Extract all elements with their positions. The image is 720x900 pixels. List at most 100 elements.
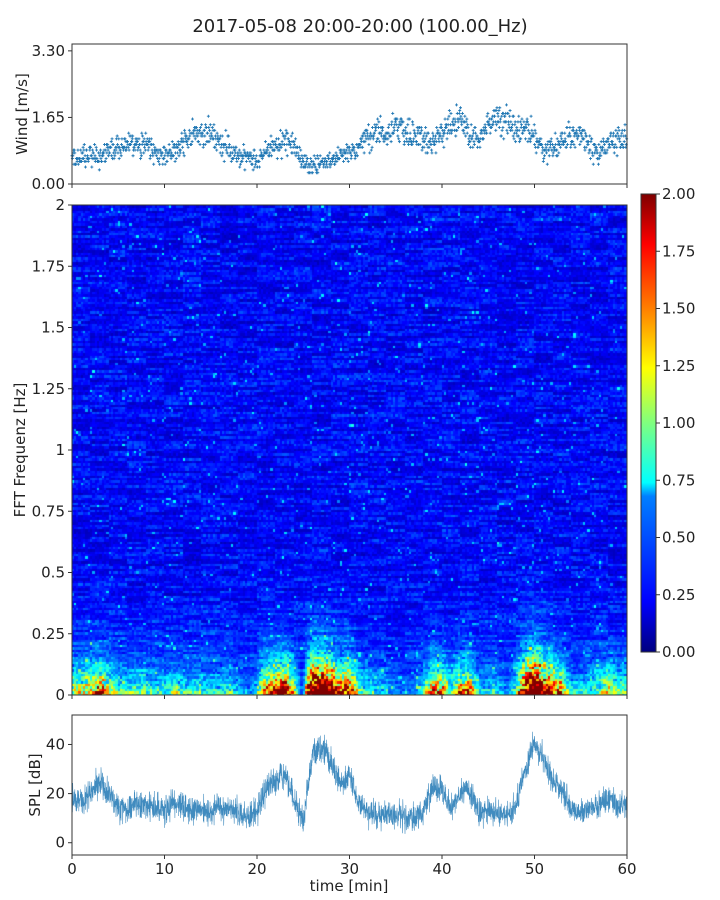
wind-point — [438, 131, 442, 135]
wind-point — [208, 128, 212, 132]
wind-point — [116, 142, 120, 146]
wind-point — [258, 165, 262, 169]
wind-point — [283, 137, 287, 141]
wind-point — [429, 142, 433, 146]
wind-point — [540, 142, 544, 146]
wind-point — [252, 148, 256, 152]
wind-point — [524, 123, 528, 127]
wind-point — [181, 151, 185, 155]
wind-point — [599, 154, 603, 158]
colorbar-tick-label: 1.75 — [662, 242, 695, 260]
wind-point — [508, 114, 512, 118]
wind-point — [208, 123, 212, 127]
wind-point — [591, 154, 595, 158]
spectrogram-ytick-label: 0 — [55, 686, 65, 704]
wind-point — [485, 131, 489, 135]
wind-point — [265, 145, 269, 149]
spl-xtick-label: 60 — [617, 860, 636, 878]
wind-point — [412, 137, 416, 141]
wind-point — [345, 142, 349, 146]
wind-point — [218, 137, 222, 141]
wind-point — [590, 137, 594, 141]
wind-point — [620, 131, 624, 135]
wind-point — [143, 145, 147, 149]
wind-point — [326, 154, 330, 158]
wind-point — [585, 134, 589, 138]
wind-point — [533, 142, 537, 146]
wind-point — [392, 131, 396, 135]
wind-point — [537, 140, 541, 144]
wind-point — [521, 131, 525, 135]
wind-point — [108, 151, 112, 155]
wind-point — [215, 148, 219, 152]
wind-point — [235, 159, 239, 163]
wind-point — [95, 157, 99, 161]
wind-point — [130, 140, 134, 144]
wind-point — [330, 159, 334, 163]
wind-point — [85, 154, 89, 158]
spectrogram-ytick-label: 0.25 — [32, 625, 65, 643]
wind-point — [377, 120, 381, 124]
wind-point — [445, 137, 449, 141]
wind-point — [545, 162, 549, 166]
wind-point — [451, 120, 455, 124]
wind-point — [502, 137, 506, 141]
wind-point — [185, 142, 189, 146]
wind-point — [352, 148, 356, 152]
wind-point — [449, 131, 453, 135]
wind-point — [403, 128, 407, 132]
wind-point — [183, 131, 187, 135]
wind-point — [269, 154, 273, 158]
wind-point — [457, 126, 461, 130]
wind-point — [427, 145, 431, 149]
wind-point — [269, 134, 273, 138]
wind-point — [544, 145, 548, 149]
wind-point — [154, 154, 158, 158]
wind-point — [472, 140, 476, 144]
wind-point — [177, 154, 181, 158]
wind-point — [494, 128, 498, 132]
wind-point — [335, 154, 339, 158]
wind-point — [395, 117, 399, 121]
wind-point — [467, 137, 471, 141]
wind-point — [283, 134, 287, 138]
wind-point — [148, 157, 152, 161]
wind-point — [588, 134, 592, 138]
wind-point — [565, 126, 569, 130]
wind-point — [390, 120, 394, 124]
wind-point — [441, 134, 445, 138]
wind-point — [473, 126, 477, 130]
wind-point — [117, 157, 121, 161]
wind-point — [397, 137, 401, 141]
wind-point — [413, 131, 417, 135]
wind-point — [424, 126, 428, 130]
wind-point — [605, 151, 609, 155]
wind-point — [465, 117, 469, 121]
wind-point — [252, 154, 256, 158]
wind-point — [577, 134, 581, 138]
wind-point — [246, 157, 250, 161]
wind-point — [578, 126, 582, 130]
wind-point — [349, 154, 353, 158]
wind-point — [440, 140, 444, 144]
wind-point — [170, 151, 174, 155]
wind-point — [221, 151, 225, 155]
wind-point — [493, 114, 497, 118]
wind-point — [73, 151, 77, 155]
wind-point — [391, 111, 395, 115]
wind-point — [201, 145, 205, 149]
wind-point — [513, 120, 517, 124]
wind-point — [319, 162, 323, 166]
wind-point — [437, 137, 441, 141]
wind-point — [419, 131, 423, 135]
wind-point — [464, 120, 468, 124]
wind-point — [148, 140, 152, 144]
wind-point — [525, 117, 529, 121]
wind-point — [309, 157, 313, 161]
wind-point — [412, 128, 416, 132]
wind-point — [385, 142, 389, 146]
colorbar-frame — [640, 193, 657, 653]
wind-point — [153, 145, 157, 149]
wind-point — [478, 140, 482, 144]
